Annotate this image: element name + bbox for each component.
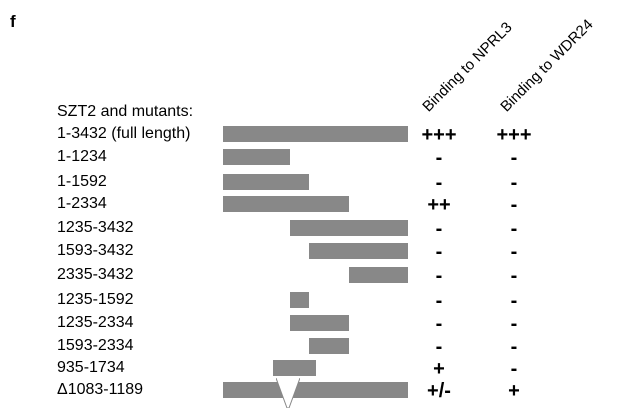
score-nprl3: - [435, 313, 443, 335]
score-nprl3: - [435, 265, 443, 287]
score-wdr24: - [510, 218, 518, 240]
row-label: 1235-1592 [57, 291, 134, 308]
score-wdr24: - [510, 336, 518, 358]
score-wdr24: - [510, 172, 518, 194]
deletion-notch-icon [276, 378, 300, 408]
score-nprl3: + [433, 358, 445, 380]
score-wdr24: - [510, 194, 518, 216]
score-nprl3: - [435, 336, 443, 358]
construct-bar [290, 292, 309, 308]
row-label: 1-1592 [57, 173, 107, 190]
row-label: 1593-2334 [57, 337, 134, 354]
construct-bar [349, 267, 408, 283]
score-wdr24: - [510, 265, 518, 287]
construct-bar [223, 196, 349, 212]
construct-bar [309, 338, 349, 354]
construct-bar [309, 243, 408, 259]
construct-bar [223, 382, 408, 398]
score-nprl3: - [435, 218, 443, 240]
score-wdr24: + [508, 380, 520, 402]
construct-bar [290, 220, 408, 236]
row-label: 1235-3432 [57, 219, 134, 236]
score-wdr24: - [510, 290, 518, 312]
score-nprl3: - [435, 241, 443, 263]
score-nprl3: - [435, 290, 443, 312]
heading: SZT2 and mutants: [57, 103, 194, 120]
score-wdr24: - [510, 241, 518, 263]
row-label: 1593-3432 [57, 242, 134, 259]
panel-letter: f [10, 12, 16, 31]
construct-bar [223, 126, 408, 142]
row-label: 1-3432 (full length) [57, 125, 191, 142]
construct-bar [273, 360, 316, 376]
row-label: 1-2334 [57, 195, 107, 212]
row-label: Δ1083-1189 [57, 381, 144, 398]
row-label: 1-1234 [57, 148, 107, 165]
row-label: 2335-3432 [57, 266, 134, 283]
row-label: 935-1734 [57, 359, 125, 376]
score-nprl3: +++ [421, 124, 457, 146]
row-label: 1235-2334 [57, 314, 134, 331]
construct-bar [223, 149, 290, 165]
construct-bar [223, 174, 309, 190]
score-wdr24: +++ [496, 124, 532, 146]
construct-bar [290, 315, 349, 331]
score-nprl3: +/- [427, 380, 451, 402]
score-nprl3: ++ [427, 194, 451, 216]
score-wdr24: - [510, 358, 518, 380]
score-wdr24: - [510, 313, 518, 335]
score-nprl3: - [435, 147, 443, 169]
score-nprl3: - [435, 172, 443, 194]
score-wdr24: - [510, 147, 518, 169]
